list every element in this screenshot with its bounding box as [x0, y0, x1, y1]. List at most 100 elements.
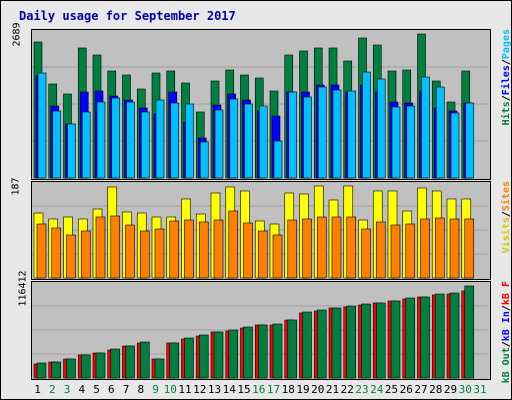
x-tick-label: 2	[48, 383, 56, 396]
kbout-bar	[36, 362, 47, 379]
pages-bar	[303, 96, 312, 179]
sites-bar	[257, 230, 268, 279]
sites-bar	[390, 224, 401, 279]
kbout-bar	[80, 354, 91, 379]
pages-bar	[140, 111, 150, 179]
pages-bar	[317, 86, 327, 179]
kbout-bar	[110, 348, 121, 379]
sites-bar	[302, 218, 312, 279]
sites-bar	[316, 216, 327, 279]
pages-bar	[421, 76, 430, 179]
pages-bar	[258, 105, 268, 179]
x-tick-label: 20	[311, 383, 325, 396]
x-tick-label: 21	[325, 383, 340, 396]
sites-bar	[184, 219, 194, 279]
legend-kbin: kB In	[501, 311, 512, 342]
sites-bar	[36, 223, 47, 279]
x-tick-label: 29	[443, 383, 458, 396]
kbout-bar	[169, 342, 180, 379]
sites-bar	[154, 228, 165, 279]
sites-bar	[361, 228, 371, 279]
kbout-bar	[213, 331, 224, 379]
sites-bar	[125, 224, 135, 279]
x-axis-labels: 1 2 3 4 5 6 7 8 9 10 11 12 13 14 15 16 17 18 19 20 21 22 23 24 2…	[31, 383, 491, 397]
sites-bar	[434, 217, 445, 279]
pages-bar	[81, 111, 91, 179]
pages-bar	[67, 123, 76, 179]
sites-bar	[346, 216, 357, 279]
x-tick-label: 14	[222, 383, 236, 396]
kbout-bar	[331, 307, 342, 379]
sites-bar	[66, 234, 76, 279]
sites-bar	[287, 219, 298, 279]
kbout-bar	[375, 302, 386, 379]
x-tick-label: 18	[281, 383, 295, 396]
x-tick-label: 12	[193, 383, 207, 396]
kbout-bar	[361, 303, 371, 379]
sites-bar	[375, 221, 386, 279]
pages-bar	[126, 101, 135, 179]
legend-sites: Sites	[501, 181, 512, 212]
sites-bar	[169, 220, 180, 279]
legend-middle: Sites / Visits	[501, 181, 512, 254]
sites-bar	[198, 221, 209, 279]
x-tick-label: 24	[370, 383, 384, 396]
x-tick-label: 17	[266, 383, 281, 396]
legend-visits: Visits	[501, 217, 512, 254]
x-tick-label: 31	[473, 383, 487, 396]
pages-bar	[96, 101, 106, 179]
kbout-bar	[346, 305, 357, 379]
kbout-bar	[272, 323, 283, 379]
pages-bar	[214, 109, 224, 179]
pages-bar	[465, 102, 475, 179]
sites-bar	[243, 222, 253, 279]
sites-bar	[272, 234, 283, 279]
x-tick-label: 19	[296, 383, 310, 396]
pages-bar	[170, 102, 180, 179]
kbout-bar	[95, 352, 106, 379]
legend-files: Files	[501, 65, 512, 96]
x-tick-label: 15	[237, 383, 251, 396]
pages-bar	[199, 141, 209, 179]
kbout-bar	[390, 300, 401, 379]
x-tick-label: 9	[152, 383, 159, 396]
x-tick-label: 25	[384, 383, 399, 396]
legend-pages: Pages	[501, 29, 512, 60]
pages-bar	[273, 140, 283, 179]
kbout-bar	[184, 337, 194, 379]
sites-bar	[213, 219, 224, 279]
x-tick-label: 11	[178, 383, 192, 396]
legend-kbout: kB Out	[501, 347, 512, 384]
legend-hits: Hits	[501, 101, 512, 126]
kbout-bar	[125, 345, 135, 379]
legend-bottom: kB F / kB In / kB Out	[501, 281, 512, 384]
kbout-bar	[243, 326, 253, 379]
x-tick-label: 1	[34, 383, 41, 396]
kbout-bar	[405, 297, 416, 379]
pages-bar	[288, 91, 298, 179]
pages-bar	[406, 105, 416, 179]
pages-bar	[450, 112, 460, 179]
pages-bar	[435, 86, 445, 179]
sites-bar	[51, 227, 62, 279]
kbout-bar	[316, 309, 327, 379]
kbout-bar	[198, 334, 209, 379]
sites-bar	[80, 230, 91, 279]
x-tick-label: 7	[122, 383, 130, 396]
pages-bar	[111, 97, 121, 179]
kbout-bar	[449, 292, 460, 379]
sites-bar	[95, 216, 106, 279]
kbout-bar	[464, 285, 475, 379]
pages-bar	[155, 99, 165, 179]
sites-bar	[228, 210, 239, 279]
pages-bar	[244, 103, 253, 179]
kbout-bar	[154, 358, 165, 379]
x-tick-label: 30	[458, 383, 472, 396]
x-tick-label: 10	[163, 383, 177, 396]
pages-bar	[391, 106, 401, 179]
pages-bar	[52, 110, 62, 179]
sites-bar	[420, 218, 430, 279]
pages-bar	[229, 98, 239, 179]
